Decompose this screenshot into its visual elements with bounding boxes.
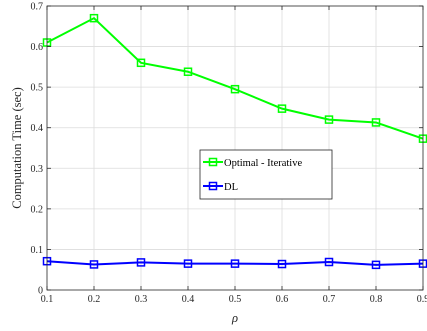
x-axis-label: ρ xyxy=(231,311,238,325)
data-point-dl xyxy=(371,260,381,270)
x-tick-label: 0.1 xyxy=(41,294,54,305)
legend-label-optimal-iterative: Optimal - Iterative xyxy=(224,158,302,169)
data-point-dl xyxy=(89,260,99,269)
series-line-optimal-iterative xyxy=(46,16,424,140)
legend-box xyxy=(199,149,333,200)
data-point-dl xyxy=(277,259,287,269)
data-point-dl xyxy=(183,259,193,268)
x-tick-label: 0.4 xyxy=(182,294,195,305)
legend: Optimal - Iterative DL xyxy=(199,149,333,200)
y-tick-label: 0.6 xyxy=(31,42,44,53)
legend-label-dl: DL xyxy=(224,182,238,193)
y-tick-label: 0.2 xyxy=(31,204,44,215)
series-line-dl xyxy=(46,260,424,266)
data-point-optimal-iterative xyxy=(183,67,193,76)
y-tick-label: 0.3 xyxy=(31,164,44,175)
y-tick-label: 0.5 xyxy=(31,83,44,94)
data-point-optimal-iterative xyxy=(230,84,240,94)
data-point-optimal-iterative xyxy=(371,118,381,127)
x-tick-label: 0.3 xyxy=(135,294,148,305)
y-tick-label: 0.7 xyxy=(31,2,44,13)
data-point-dl xyxy=(230,259,240,268)
data-point-optimal-iterative xyxy=(136,58,146,68)
series-layer xyxy=(42,13,427,270)
ticks xyxy=(46,5,424,291)
y-tick-label: 0.4 xyxy=(31,123,44,134)
x-tick-label: 0.7 xyxy=(323,294,336,305)
tick-labels: 0.1 0.2 0.3 0.4 0.5 0.6 0.7 0.8 0.900.10.20.30.4… xyxy=(31,2,427,306)
data-point-optimal-iterative xyxy=(324,115,334,124)
y-axis-label: Computation Time (sec) xyxy=(10,87,24,209)
legend-marker-optimal-iterative xyxy=(208,157,218,167)
legend-marker-dl xyxy=(208,181,218,191)
data-point-optimal-iterative xyxy=(89,13,99,23)
x-tick-label: 0.9 xyxy=(417,294,427,305)
data-point-optimal-iterative xyxy=(277,104,287,113)
data-point-dl xyxy=(136,258,146,267)
x-tick-label: 0.5 xyxy=(229,294,242,305)
x-tick-label: 0.2 xyxy=(88,294,101,305)
data-point-dl xyxy=(324,257,334,267)
x-tick-label: 0.8 xyxy=(370,294,383,305)
y-tick-label: 0.1 xyxy=(31,245,44,256)
y-tick-label: 0 xyxy=(38,286,43,297)
x-tick-label: 0.6 xyxy=(276,294,289,305)
